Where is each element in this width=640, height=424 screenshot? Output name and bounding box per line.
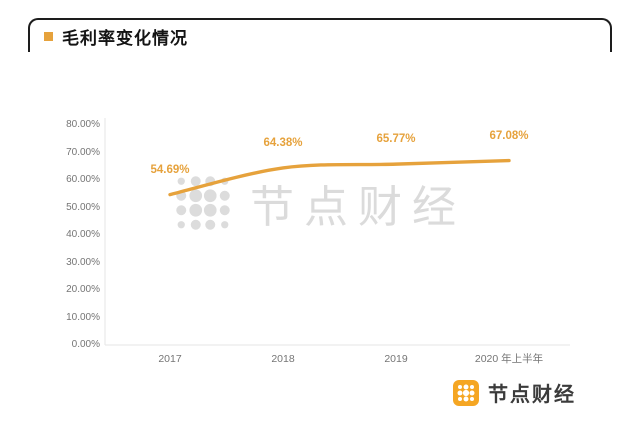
brand-logo-icon bbox=[453, 379, 479, 406]
title-bullet-icon bbox=[44, 32, 53, 41]
x-tick-label: 2017 bbox=[158, 353, 182, 365]
gross-margin-line bbox=[168, 158, 511, 197]
chart-header: 毛利率变化情况 bbox=[44, 24, 188, 49]
data-label: 64.38% bbox=[263, 136, 303, 149]
data-label: 65.77% bbox=[376, 133, 416, 146]
y-tick-label: 0.00% bbox=[71, 339, 100, 350]
x-tick-label: 2020 年上半年 bbox=[474, 353, 544, 365]
y-tick-label: 80.00% bbox=[66, 119, 100, 130]
y-tick-label: 30.00% bbox=[66, 256, 100, 268]
y-tick-label: 10.00% bbox=[66, 311, 100, 323]
data-label: 54.69% bbox=[150, 163, 190, 176]
y-tick-label: 70.00% bbox=[66, 146, 100, 158]
y-tick-label: 50.00% bbox=[66, 201, 100, 213]
y-tick-label: 20.00% bbox=[66, 284, 100, 295]
watermark-text: 节点财经 bbox=[250, 183, 466, 232]
watermark-logo-icon bbox=[176, 176, 230, 230]
watermark: 节点财经 bbox=[0, 172, 640, 234]
y-tick-label: 60.00% bbox=[66, 174, 100, 185]
brand-name: 节点财经 bbox=[488, 384, 576, 406]
card-border bbox=[28, 18, 612, 52]
x-tick-label: 2019 bbox=[384, 353, 408, 365]
y-tick-label: 40.00% bbox=[66, 229, 100, 240]
axis-lines bbox=[104, 118, 570, 346]
data-label: 67.08% bbox=[489, 129, 529, 142]
brand-footer: 节点财经 bbox=[453, 378, 576, 407]
x-tick-label: 2018 bbox=[271, 353, 295, 365]
page-title: 毛利率变化情况 bbox=[62, 29, 188, 48]
